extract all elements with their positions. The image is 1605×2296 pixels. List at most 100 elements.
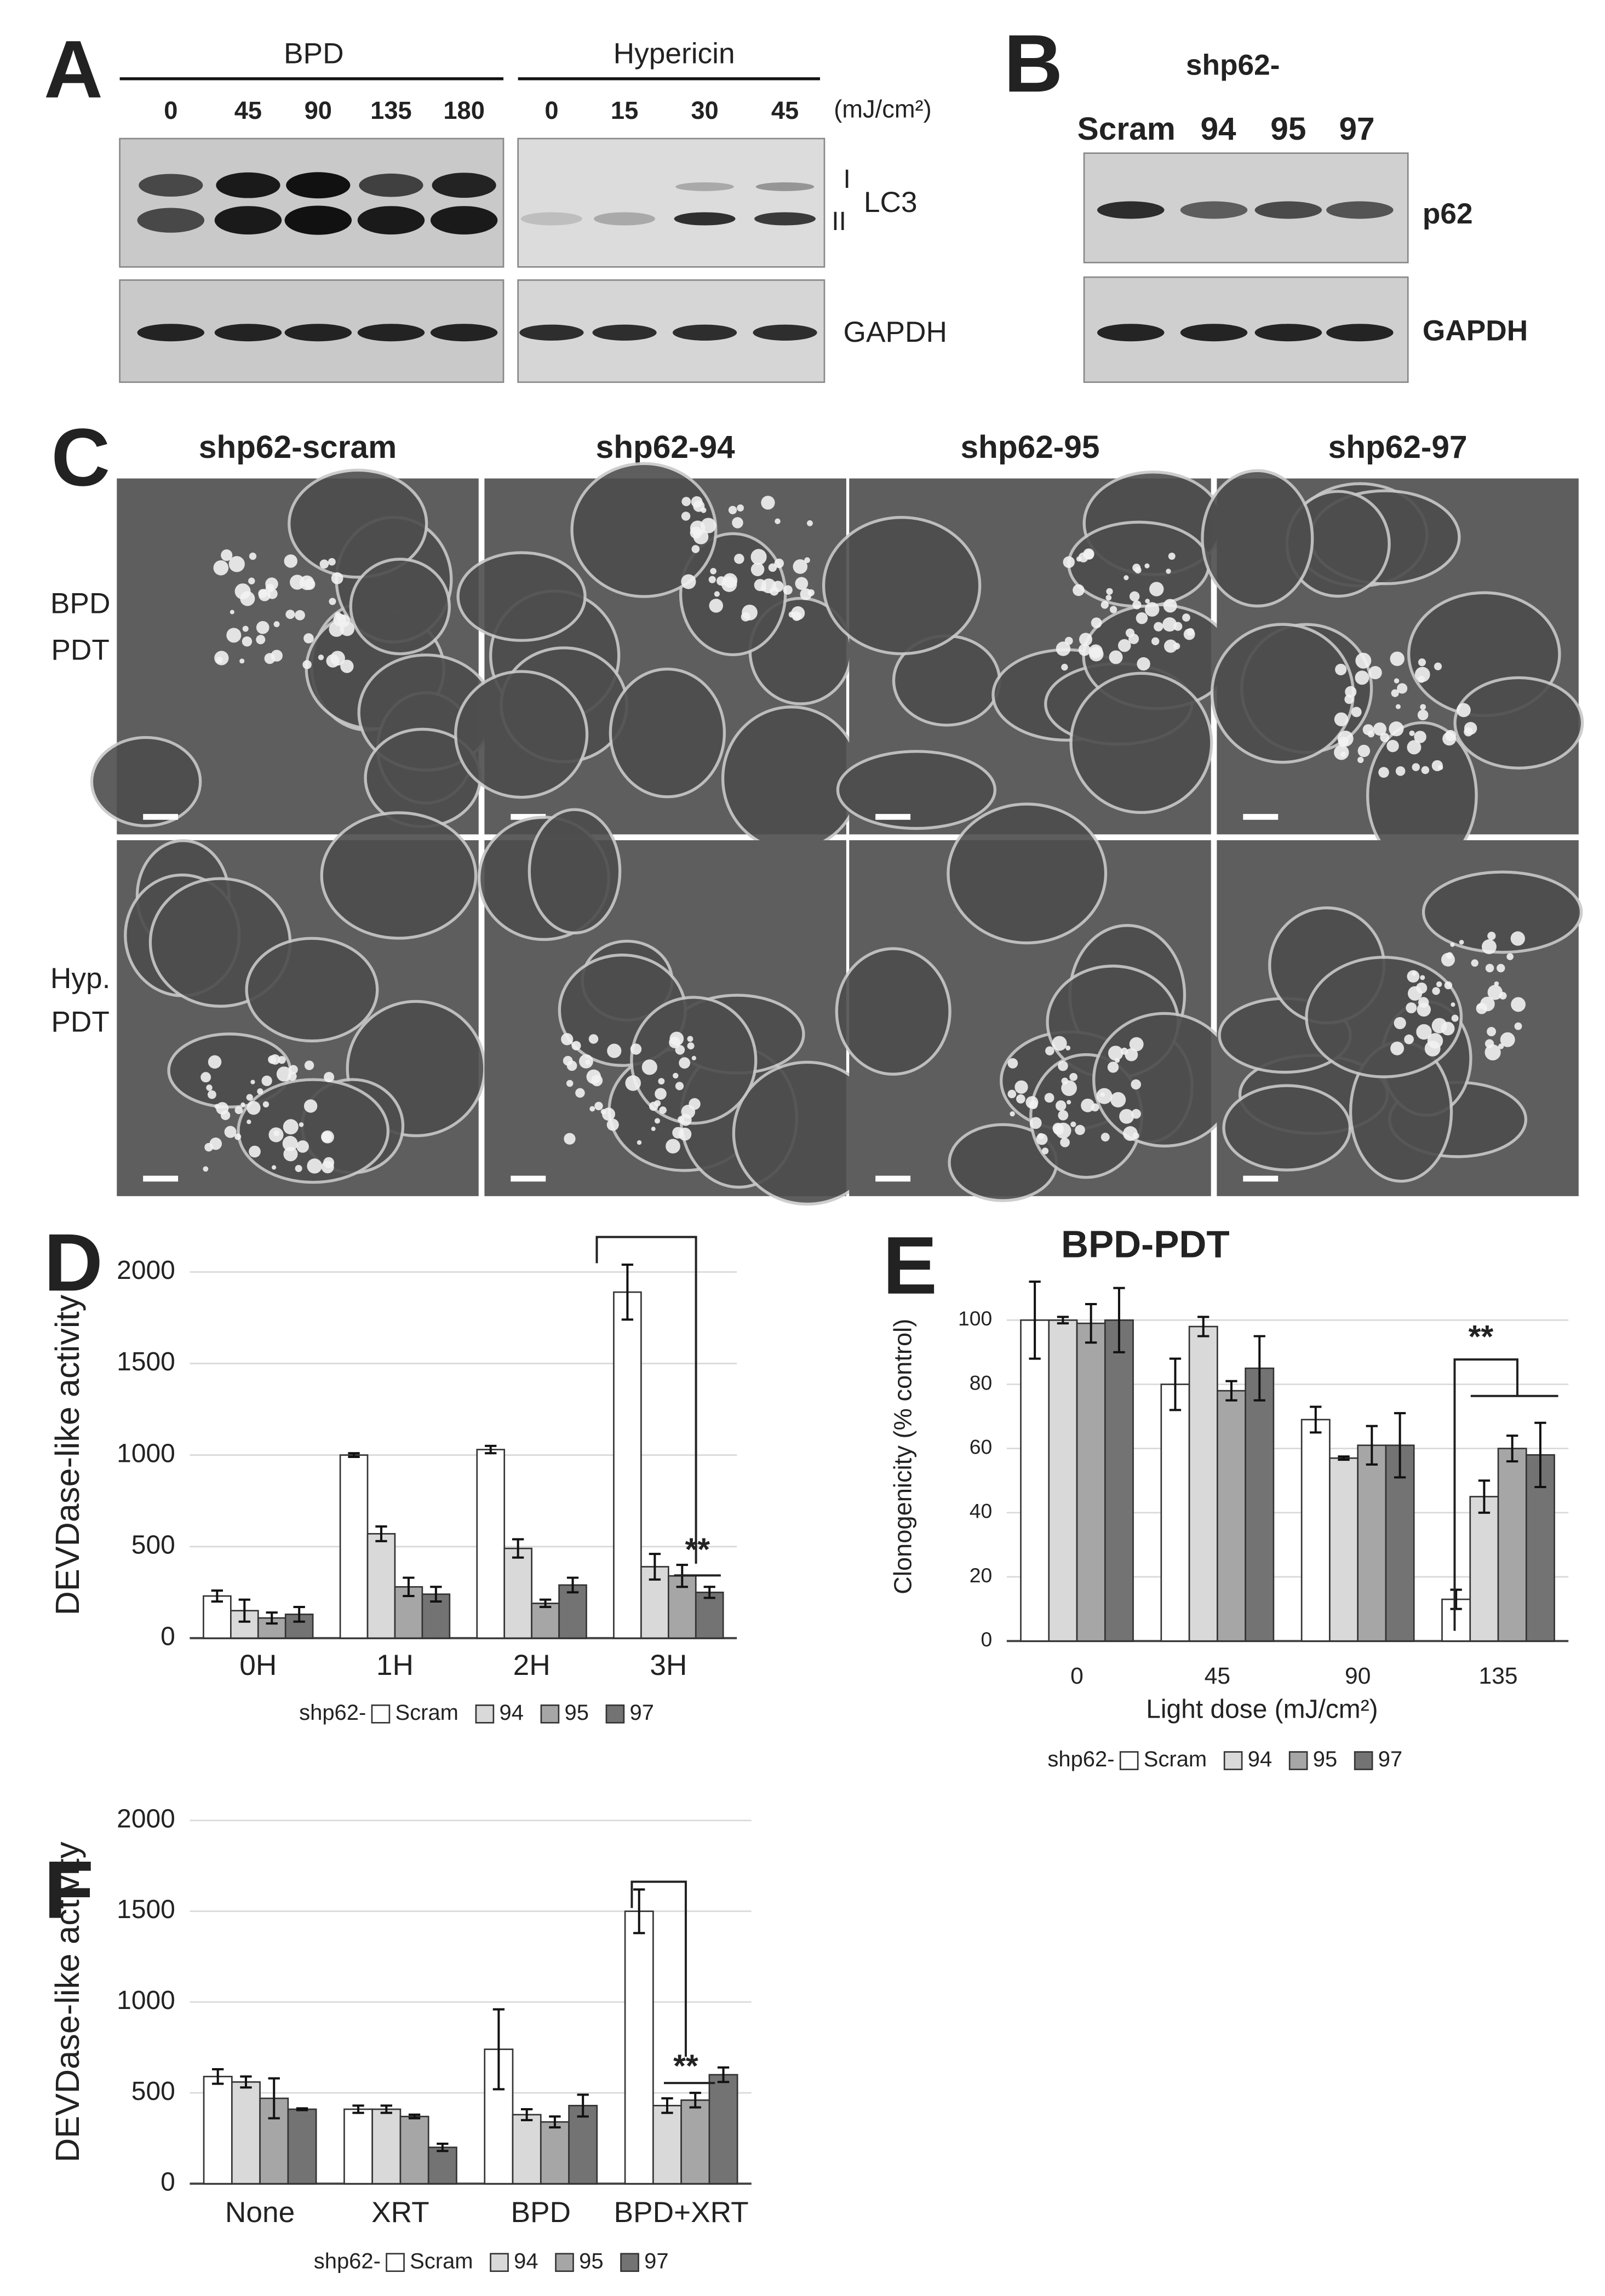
- vacuole: [319, 559, 329, 569]
- vacuole: [681, 497, 691, 507]
- vacuole: [1100, 1092, 1105, 1097]
- error-bar: [403, 1576, 415, 1597]
- vacuole: [1149, 582, 1164, 596]
- error-bar: [266, 1611, 278, 1625]
- vacuole: [673, 1072, 679, 1079]
- vacuole: [1485, 963, 1494, 973]
- vacuole: [288, 1072, 297, 1081]
- group-label: Hypericin: [614, 37, 735, 70]
- vacuole: [566, 1080, 574, 1087]
- band: [519, 324, 584, 341]
- band: [1180, 201, 1248, 219]
- column-title: shp62-94: [596, 429, 735, 465]
- error-bar: [621, 1264, 634, 1321]
- cell: [836, 750, 997, 830]
- vacuole: [1418, 658, 1426, 667]
- cell: [1201, 469, 1314, 608]
- bar: [613, 1291, 642, 1639]
- vacuole: [1128, 633, 1139, 644]
- cell: [570, 462, 718, 598]
- vacuole: [1386, 739, 1399, 753]
- vacuole: [273, 1130, 280, 1136]
- vacuole: [571, 1041, 581, 1051]
- vacuole: [607, 1043, 622, 1058]
- significance-label: **: [1469, 1319, 1494, 1354]
- vacuole: [1437, 765, 1443, 770]
- vacuole: [594, 1101, 603, 1111]
- vacuole: [1070, 1121, 1076, 1127]
- vacuole: [1506, 953, 1514, 960]
- vacuole: [302, 660, 312, 669]
- vacuole: [295, 1164, 302, 1172]
- vacuole: [641, 1059, 657, 1075]
- band: [1254, 201, 1322, 219]
- x-tick-label: None: [225, 2196, 295, 2229]
- vacuole: [1108, 1046, 1124, 1061]
- error-bar: [1113, 1287, 1125, 1353]
- vacuole: [1107, 1061, 1119, 1073]
- vacuole: [1056, 641, 1071, 656]
- panel-letter: D: [44, 1216, 103, 1308]
- bar: [1245, 1367, 1275, 1642]
- vacuole: [804, 557, 810, 564]
- error-bar: [566, 1576, 579, 1594]
- vacuole: [273, 621, 280, 628]
- bar: [1469, 1496, 1499, 1642]
- vacuole: [1129, 591, 1140, 602]
- lane-label: 94: [1200, 111, 1236, 147]
- vacuole: [1163, 639, 1178, 653]
- dose-label: 0: [544, 96, 558, 124]
- vacuole: [734, 554, 744, 564]
- vacuole: [737, 504, 744, 512]
- vacuole: [1390, 651, 1405, 666]
- cell: [349, 558, 451, 656]
- vacuole: [1395, 766, 1406, 776]
- x-axis-label: Light dose (mJ/cm²): [1146, 1695, 1378, 1724]
- vacuole: [800, 588, 812, 600]
- vacuole: [206, 1084, 213, 1091]
- bar: [366, 1533, 396, 1639]
- vacuole: [606, 1118, 619, 1131]
- legend-label: 97: [630, 1701, 654, 1725]
- vacuole: [247, 1101, 261, 1115]
- bar: [1076, 1322, 1106, 1642]
- vacuole: [303, 633, 314, 644]
- band-label: I: [844, 165, 851, 194]
- bar: [1300, 1419, 1331, 1642]
- y-tick-label: 1000: [117, 1986, 175, 2015]
- y-tick-label: 500: [131, 2077, 175, 2106]
- vacuole: [267, 588, 278, 599]
- error-bar: [268, 2077, 280, 2120]
- error-bar: [633, 1888, 645, 1935]
- error-bar: [485, 1444, 497, 1455]
- vacuole: [687, 1042, 695, 1050]
- vacuole: [1378, 767, 1389, 778]
- vacuole: [1014, 1080, 1028, 1094]
- vacuole: [1036, 1133, 1048, 1145]
- error-bar: [408, 2113, 421, 2120]
- cell: [1092, 1012, 1237, 1148]
- blot: [517, 137, 826, 268]
- vacuole: [258, 589, 267, 598]
- vacuole: [340, 621, 355, 636]
- vacuole: [261, 1075, 272, 1087]
- vacuole: [1464, 722, 1477, 735]
- vacuole: [1394, 1017, 1406, 1030]
- vacuole: [285, 610, 295, 619]
- band: [520, 212, 582, 226]
- vacuole: [1145, 599, 1150, 604]
- y-tick-label: 100: [958, 1307, 992, 1330]
- vacuole: [675, 1082, 684, 1090]
- bar: [624, 1910, 654, 2185]
- error-bar: [539, 1598, 552, 1609]
- bar: [1329, 1457, 1359, 1642]
- vacuole: [1144, 602, 1160, 617]
- legend-swatch: [475, 1704, 495, 1724]
- vacuole: [793, 559, 808, 574]
- y-tick-label: 20: [970, 1564, 992, 1587]
- scale-bar: [1243, 1175, 1279, 1182]
- error-bar: [437, 2142, 449, 2152]
- error-bar: [211, 1589, 223, 1603]
- row-label: PDT: [51, 634, 110, 667]
- band: [284, 324, 352, 342]
